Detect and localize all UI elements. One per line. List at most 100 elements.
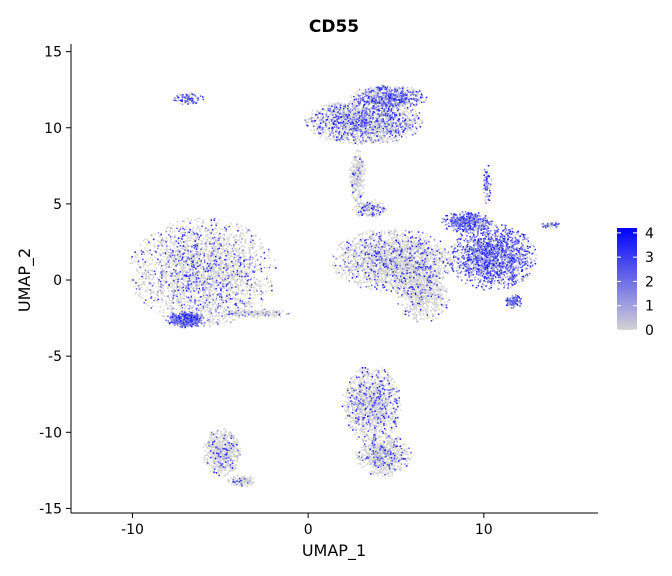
scatter-point	[160, 243, 162, 245]
scatter-point	[374, 98, 376, 100]
scatter-point	[205, 283, 208, 285]
scatter-point	[366, 139, 368, 141]
scatter-point	[253, 245, 255, 248]
scatter-point	[317, 114, 320, 117]
scatter-point	[159, 235, 162, 237]
scatter-point	[214, 223, 217, 225]
scatter-point	[421, 255, 423, 258]
scatter-point	[136, 253, 138, 255]
scatter-point	[261, 247, 263, 249]
scatter-point	[234, 314, 236, 316]
scatter-point	[244, 241, 246, 243]
scatter-point	[344, 135, 347, 137]
scatter-point	[378, 272, 380, 275]
scatter-point	[355, 250, 357, 252]
scatter-point	[242, 252, 244, 254]
scatter-point	[351, 193, 354, 196]
scatter-point	[231, 273, 234, 275]
scatter-point	[343, 128, 346, 130]
scatter-point	[394, 229, 397, 231]
scatter-point	[171, 302, 174, 305]
scatter-point	[169, 230, 172, 232]
scatter-point	[383, 97, 386, 99]
scatter-point	[392, 240, 395, 242]
scatter-point	[213, 276, 215, 278]
scatter-point	[355, 243, 357, 245]
scatter-point	[250, 277, 253, 279]
scatter-point	[254, 260, 257, 263]
scatter-point	[336, 102, 338, 104]
scatter-point	[389, 124, 391, 127]
scatter-point	[206, 240, 208, 243]
scatter-point	[411, 120, 414, 123]
scatter-point	[161, 251, 164, 254]
scatter-point	[203, 287, 206, 289]
scatter-point	[350, 169, 353, 172]
scatter-point	[255, 234, 257, 236]
scatter-point	[168, 264, 171, 266]
scatter-point	[181, 297, 183, 300]
scatter-point	[173, 230, 176, 233]
scatter-point	[319, 113, 321, 116]
scatter-point	[385, 116, 387, 119]
scatter-point	[443, 260, 446, 263]
scatter-point	[376, 110, 379, 112]
scatter-point	[386, 253, 389, 255]
scatter-point	[403, 276, 406, 278]
scatter-point	[389, 232, 391, 234]
scatter-point	[192, 311, 195, 314]
scatter-point	[207, 297, 209, 299]
scatter-point	[357, 161, 360, 164]
scatter-point	[381, 122, 383, 125]
scatter-point	[390, 285, 393, 287]
scatter-point	[346, 122, 348, 125]
scatter-point	[373, 233, 375, 235]
scatter-point	[348, 254, 350, 257]
scatter-point	[206, 279, 208, 281]
scatter-point	[350, 175, 353, 177]
scatter-point	[323, 105, 326, 107]
scatter-point	[362, 162, 364, 165]
scatter-point	[207, 298, 210, 300]
scatter-point	[249, 249, 251, 251]
scatter-point	[359, 255, 362, 257]
scatter-point	[379, 113, 381, 115]
scatter-point	[222, 318, 224, 320]
scatter-point	[203, 304, 206, 306]
scatter-point	[211, 260, 214, 262]
scatter-point	[357, 150, 360, 152]
scatter-point	[364, 118, 367, 120]
scatter-point	[152, 284, 155, 286]
scatter-point	[193, 259, 195, 261]
scatter-point	[180, 302, 183, 304]
scatter-point	[354, 140, 356, 143]
scatter-point	[308, 117, 311, 119]
scatter-point	[247, 268, 250, 270]
scatter-point	[388, 112, 391, 114]
scatter-point	[160, 275, 162, 278]
scatter-point	[320, 105, 323, 107]
scatter-point	[143, 252, 146, 254]
scatter-point	[357, 135, 359, 137]
scatter-point	[358, 174, 361, 176]
scatter-point	[238, 253, 240, 255]
scatter-point	[197, 245, 200, 247]
scatter-point	[227, 254, 230, 257]
scatter-point	[391, 232, 394, 235]
scatter-point	[399, 281, 401, 283]
scatter-point	[215, 266, 217, 268]
scatter-point	[405, 239, 407, 242]
scatter-point	[261, 246, 263, 248]
scatter-point	[390, 233, 392, 235]
scatter-point	[163, 279, 165, 281]
scatter-point	[404, 105, 406, 107]
scatter-point	[406, 128, 409, 130]
scatter-point	[190, 289, 192, 292]
scatter-point	[320, 115, 322, 117]
scatter-point	[151, 291, 154, 294]
scatter-point	[177, 262, 179, 265]
scatter-point	[214, 302, 216, 305]
scatter-point	[257, 269, 259, 271]
scatter-point	[230, 255, 233, 257]
scatter-point	[171, 318, 174, 321]
